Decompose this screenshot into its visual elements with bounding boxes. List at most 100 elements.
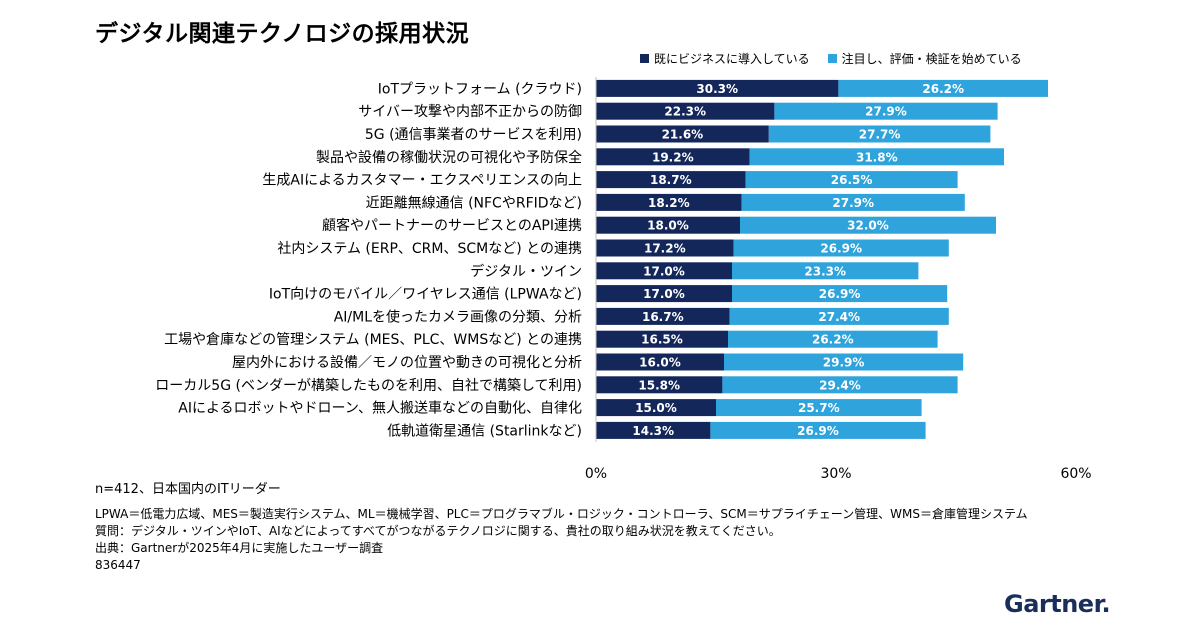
bar-evaluating: [838, 79, 1048, 97]
bar-adopted: [596, 239, 734, 257]
bar-adopted: [596, 376, 723, 394]
bar-adopted: [596, 102, 775, 120]
legend-item-evaluating: 注目し、評価・検証を始めている: [827, 50, 1022, 67]
legend-swatch-adopted: [640, 54, 649, 63]
category-label: 近距離無線通信 (NFCやRFIDなど): [366, 194, 582, 211]
logo-dot: .: [1101, 590, 1111, 618]
data-label-evaluating: 32.0%: [847, 219, 889, 233]
bar-evaluating: [716, 399, 922, 417]
data-label-adopted: 18.2%: [648, 196, 690, 210]
data-label-adopted: 17.0%: [643, 287, 685, 301]
x-tick-label: 60%: [1060, 466, 1091, 480]
bar-evaluating: [732, 285, 948, 303]
bar-evaluating: [729, 307, 949, 325]
legend-label-adopted: 既にビジネスに導入している: [654, 52, 810, 66]
bar-evaluating: [724, 353, 964, 371]
category-label: 社内システム (ERP、CRM、SCMなど) との連携: [277, 241, 582, 257]
bar-evaluating: [774, 102, 998, 120]
bar-evaluating: [728, 330, 938, 348]
bar-adopted: [596, 330, 728, 348]
bar-adopted: [596, 216, 740, 234]
bar-evaluating: [722, 376, 958, 394]
category-label: 5G (通信事業者のサービスを利用): [365, 127, 582, 143]
data-label-adopted: 22.3%: [664, 105, 706, 119]
category-label: 顧客やパートナーのサービスとのAPI連携: [322, 217, 582, 234]
source-note: 出典：Gartnerが2025年4月に実施したユーザー調査: [95, 541, 384, 555]
data-label-evaluating: 25.7%: [798, 401, 840, 415]
bar-adopted: [596, 421, 711, 439]
data-label-evaluating: 26.9%: [819, 287, 861, 301]
data-label-evaluating: 26.2%: [922, 82, 964, 96]
question-note: 質問：デジタル・ツインやIoT、AIなどによってすべてがつながるテクノロジに関す…: [95, 524, 781, 538]
bar-evaluating: [745, 171, 958, 189]
data-label-adopted: 19.2%: [652, 150, 694, 164]
legend-label-evaluating: 注目し、評価・検証を始めている: [841, 52, 1022, 66]
data-label-adopted: 16.5%: [641, 333, 683, 347]
bar-adopted: [596, 193, 742, 211]
data-label-adopted: 17.2%: [644, 242, 686, 256]
data-label-adopted: 18.7%: [650, 173, 692, 187]
category-label: AIによるロボットやドローン、無人搬送車などの自動化、自律化: [178, 400, 582, 417]
data-label-adopted: 16.7%: [642, 310, 684, 324]
data-label-evaluating: 27.9%: [865, 105, 907, 119]
legend: 既にビジネスに導入している 注目し、評価・検証を始めている: [640, 50, 1022, 67]
data-label-evaluating: 31.8%: [856, 150, 898, 164]
bar-adopted: [596, 79, 839, 97]
bar-adopted: [596, 125, 769, 143]
data-label-adopted: 30.3%: [696, 82, 738, 96]
data-label-evaluating: 29.9%: [823, 356, 865, 370]
data-label-evaluating: 27.4%: [818, 310, 860, 324]
category-label: AI/MLを使ったカメラ画像の分類、分析: [334, 308, 582, 325]
data-label-evaluating: 27.7%: [859, 128, 901, 142]
category-label: 工場や倉庫などの管理システム (MES、PLC、WMSなど) との連携: [164, 331, 582, 348]
category-label: IoTプラットフォーム (クラウド): [378, 81, 582, 97]
bar-adopted: [596, 262, 732, 280]
footnotes: LPWA＝低電力広域、MES＝製造実行システム、ML＝機械学習、PLC＝プログラ…: [95, 506, 1028, 574]
bar-evaluating: [749, 148, 1004, 166]
bar-adopted: [596, 399, 716, 417]
gartner-logo: Gartner.: [1004, 590, 1111, 618]
legend-swatch-evaluating: [827, 54, 837, 63]
x-tick-label: 30%: [820, 466, 851, 480]
bar-evaluating: [740, 216, 996, 234]
category-label: IoT向けのモバイル／ワイヤレス通信 (LPWAなど): [269, 287, 582, 303]
category-label: 低軌道衛星通信 (Starlinkなど): [387, 423, 582, 439]
category-label: 製品や設備の稼働状況の可視化や予防保全: [316, 149, 582, 166]
category-label: ローカル5G (ベンダーが構築したものを利用、自社で構築して利用): [155, 378, 582, 394]
abbreviations-note: LPWA＝低電力広域、MES＝製造実行システム、ML＝機械学習、PLC＝プログラ…: [95, 507, 1028, 521]
bar-evaluating: [710, 421, 926, 439]
data-label-evaluating: 26.2%: [812, 333, 854, 347]
data-label-adopted: 17.0%: [643, 264, 685, 278]
bar-evaluating: [768, 125, 991, 143]
logo-text: Gartner: [1004, 590, 1102, 618]
category-label: デジタル・ツイン: [470, 263, 582, 280]
data-label-adopted: 21.6%: [662, 128, 704, 142]
data-label-evaluating: 26.9%: [797, 424, 839, 438]
sample-note: n=412、日本国内のITリーダー: [95, 482, 281, 497]
data-label-adopted: 16.0%: [639, 356, 681, 370]
bar-adopted: [596, 171, 746, 189]
data-label-evaluating: 27.9%: [832, 196, 874, 210]
data-label-evaluating: 29.4%: [819, 378, 861, 392]
bar-adopted: [596, 285, 732, 303]
bar-chart: IoTプラットフォーム (クラウド) 30.3% 26.2% サイバー攻撃や内部不正か…: [155, 77, 1092, 480]
bar-adopted: [596, 148, 750, 166]
category-label: サイバー攻撃や内部不正からの防御: [358, 104, 582, 120]
data-label-adopted: 18.0%: [647, 219, 689, 233]
data-label-evaluating: 26.5%: [831, 173, 873, 187]
bar-evaluating: [732, 262, 919, 280]
data-label-evaluating: 26.9%: [820, 242, 862, 256]
bar-adopted: [596, 307, 730, 325]
category-label: 屋内外における設備／モノの位置や動きの可視化と分析: [232, 355, 582, 371]
chart-title: デジタル関連テクノロジの採用状況: [95, 21, 470, 47]
x-tick-label: 0%: [585, 466, 607, 480]
bar-evaluating: [733, 239, 949, 257]
data-label-adopted: 15.8%: [638, 378, 680, 392]
bar-adopted: [596, 353, 724, 371]
document-id: 836447: [95, 558, 141, 572]
category-label: 生成AIによるカスタマー・エクスペリエンスの向上: [262, 173, 582, 189]
data-label-adopted: 15.0%: [635, 401, 677, 415]
data-label-evaluating: 23.3%: [804, 264, 846, 278]
legend-item-adopted: 既にビジネスに導入している: [640, 50, 810, 67]
data-label-adopted: 14.3%: [632, 424, 674, 438]
